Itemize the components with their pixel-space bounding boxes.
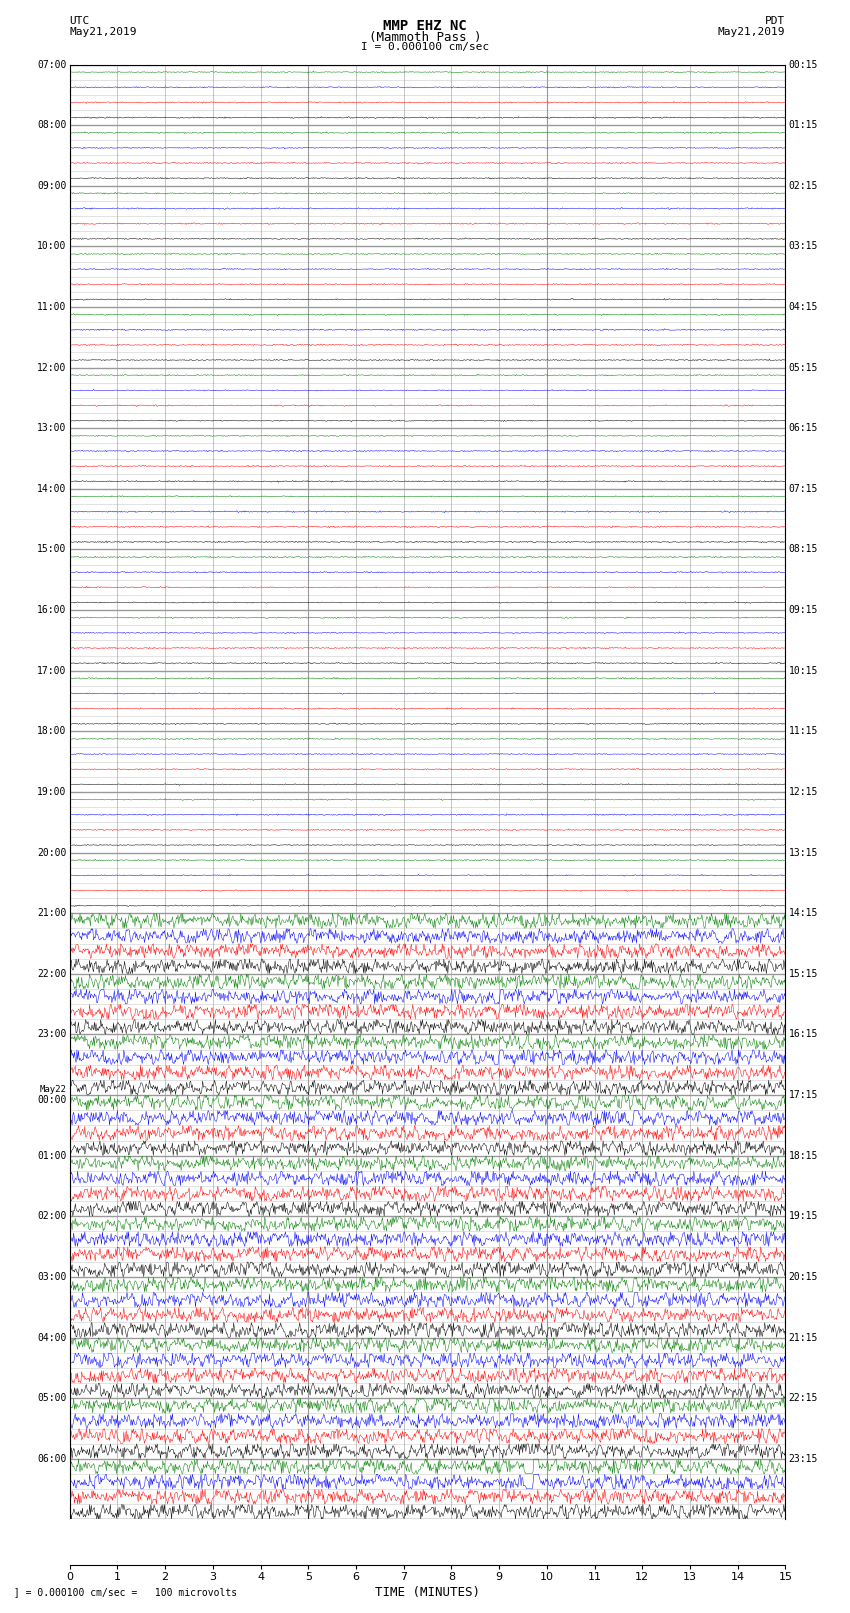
Text: 10:00: 10:00 [37,242,66,252]
Text: 00:00: 00:00 [37,1095,66,1105]
X-axis label: TIME (MINUTES): TIME (MINUTES) [375,1586,480,1598]
Text: 08:00: 08:00 [37,119,66,131]
Text: ] = 0.000100 cm/sec =   100 microvolts: ] = 0.000100 cm/sec = 100 microvolts [8,1587,238,1597]
Text: 16:15: 16:15 [789,1029,819,1039]
Text: 11:15: 11:15 [789,726,819,737]
Text: 23:15: 23:15 [789,1453,819,1465]
Text: 14:00: 14:00 [37,484,66,494]
Text: 19:15: 19:15 [789,1211,819,1221]
Text: 02:00: 02:00 [37,1211,66,1221]
Text: 04:00: 04:00 [37,1332,66,1342]
Text: May21,2019: May21,2019 [718,27,785,37]
Text: (Mammoth Pass ): (Mammoth Pass ) [369,31,481,44]
Text: 09:00: 09:00 [37,181,66,190]
Text: 17:00: 17:00 [37,666,66,676]
Text: 06:00: 06:00 [37,1453,66,1465]
Text: 03:15: 03:15 [789,242,819,252]
Text: I = 0.000100 cm/sec: I = 0.000100 cm/sec [361,42,489,52]
Text: 11:00: 11:00 [37,302,66,311]
Text: UTC: UTC [70,16,90,26]
Text: 01:15: 01:15 [789,119,819,131]
Text: 14:15: 14:15 [789,908,819,918]
Text: 04:15: 04:15 [789,302,819,311]
Text: 16:00: 16:00 [37,605,66,615]
Text: 22:00: 22:00 [37,969,66,979]
Text: May21,2019: May21,2019 [70,27,137,37]
Text: 12:15: 12:15 [789,787,819,797]
Text: 00:15: 00:15 [789,60,819,69]
Text: 01:00: 01:00 [37,1150,66,1161]
Text: 05:15: 05:15 [789,363,819,373]
Text: PDT: PDT [765,16,785,26]
Text: 19:00: 19:00 [37,787,66,797]
Text: 06:15: 06:15 [789,423,819,434]
Text: 02:15: 02:15 [789,181,819,190]
Text: May22: May22 [39,1084,66,1094]
Text: 21:15: 21:15 [789,1332,819,1342]
Text: 17:15: 17:15 [789,1090,819,1100]
Text: 15:00: 15:00 [37,545,66,555]
Text: 10:15: 10:15 [789,666,819,676]
Text: 21:00: 21:00 [37,908,66,918]
Text: 08:15: 08:15 [789,545,819,555]
Text: 12:00: 12:00 [37,363,66,373]
Text: 23:00: 23:00 [37,1029,66,1039]
Text: 22:15: 22:15 [789,1394,819,1403]
Text: 13:15: 13:15 [789,847,819,858]
Text: 07:15: 07:15 [789,484,819,494]
Text: MMP EHZ NC: MMP EHZ NC [383,19,467,34]
Text: 07:00: 07:00 [37,60,66,69]
Text: 18:00: 18:00 [37,726,66,737]
Text: 20:15: 20:15 [789,1273,819,1282]
Text: 20:00: 20:00 [37,847,66,858]
Text: 18:15: 18:15 [789,1150,819,1161]
Text: 09:15: 09:15 [789,605,819,615]
Text: 15:15: 15:15 [789,969,819,979]
Text: 03:00: 03:00 [37,1273,66,1282]
Text: 05:00: 05:00 [37,1394,66,1403]
Text: 13:00: 13:00 [37,423,66,434]
